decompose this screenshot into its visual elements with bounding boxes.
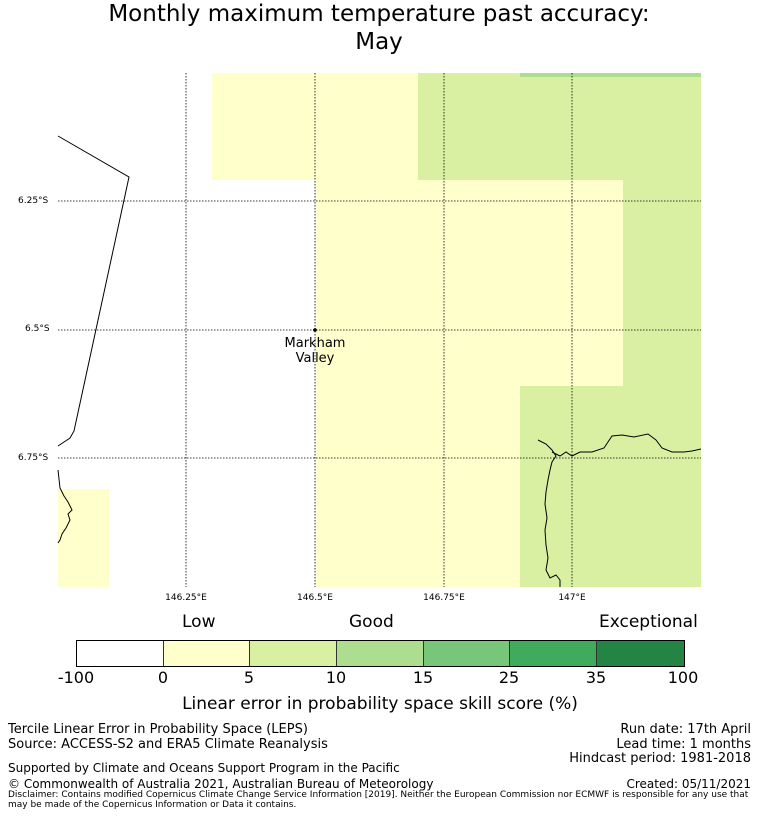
- cell-moderate: [520, 73, 701, 77]
- coastline-east: [537, 439, 561, 587]
- map-title: Monthly maximum temperature past accurac…: [0, 0, 758, 56]
- colorbar-tick: -100: [57, 668, 95, 687]
- method-text: Tercile Linear Error in Probability Spac…: [8, 722, 308, 737]
- category-low: Low: [182, 612, 216, 632]
- lat-label: 6.5°S: [25, 324, 50, 334]
- lat-label: 6.25°S: [18, 196, 49, 206]
- colorbar-tick: 25: [498, 668, 520, 687]
- colorbar-tick: 10: [325, 668, 347, 687]
- colorbar-tick: 100: [667, 668, 699, 687]
- colorbar-tick: 35: [585, 668, 607, 687]
- colorbar-label: Linear error in probability space skill …: [182, 694, 578, 714]
- copyright-text: © Commonwealth of Australia 2021, Austra…: [8, 777, 434, 791]
- cell-low: [58, 489, 109, 587]
- colorbar: [76, 640, 685, 667]
- colorbar-swatch: [163, 641, 251, 666]
- cell-low: [212, 73, 418, 180]
- coastline-east: [551, 433, 702, 457]
- lon-label: 147°E: [558, 593, 586, 603]
- location-marker: [313, 328, 317, 332]
- colorbar-swatch: [250, 641, 338, 666]
- lon-label: 146.25°E: [165, 593, 207, 603]
- location-label: Markham: [285, 336, 346, 351]
- colorbar-tick: 15: [412, 668, 434, 687]
- lon-label: 146.5°E: [297, 593, 333, 603]
- cell-low: [315, 386, 520, 587]
- skill-map: Markham Valley: [57, 73, 702, 587]
- cell-fair: [623, 180, 701, 386]
- hindcast-period: Hindcast period: 1981-2018: [569, 751, 751, 766]
- colorbar-swatch: [77, 641, 164, 666]
- run-date: Run date: 17th April: [620, 722, 751, 737]
- lead-time: Lead time: 1 months: [616, 737, 751, 752]
- title-line-1: Monthly maximum temperature past accurac…: [108, 1, 650, 27]
- cell-fair: [418, 73, 701, 180]
- colorbar-tick: 0: [157, 668, 169, 687]
- disclaimer-text: Disclaimer: Contains modified Copernicus…: [8, 790, 749, 810]
- coastline-west: [57, 469, 73, 544]
- lon-label: 146.75°E: [423, 593, 465, 603]
- colorbar-swatch: [597, 641, 684, 666]
- colorbar-tick: 5: [243, 668, 255, 687]
- category-good: Good: [349, 612, 394, 632]
- colorbar-swatch: [337, 641, 424, 666]
- colorbar-swatch: [423, 641, 511, 666]
- cell-fair: [520, 386, 701, 587]
- category-exceptional: Exceptional: [599, 612, 698, 632]
- border-line: [57, 135, 130, 447]
- location-label: Valley: [296, 351, 335, 366]
- lat-label: 6.75°S: [18, 453, 49, 463]
- created-date: Created: 05/11/2021: [626, 777, 751, 791]
- colorbar-swatch: [510, 641, 598, 666]
- support-text: Supported by Climate and Oceans Support …: [8, 761, 400, 775]
- source-text: Source: ACCESS-S2 and ERA5 Climate Reana…: [8, 737, 328, 752]
- cell-low: [315, 180, 623, 386]
- title-line-2: May: [355, 29, 403, 55]
